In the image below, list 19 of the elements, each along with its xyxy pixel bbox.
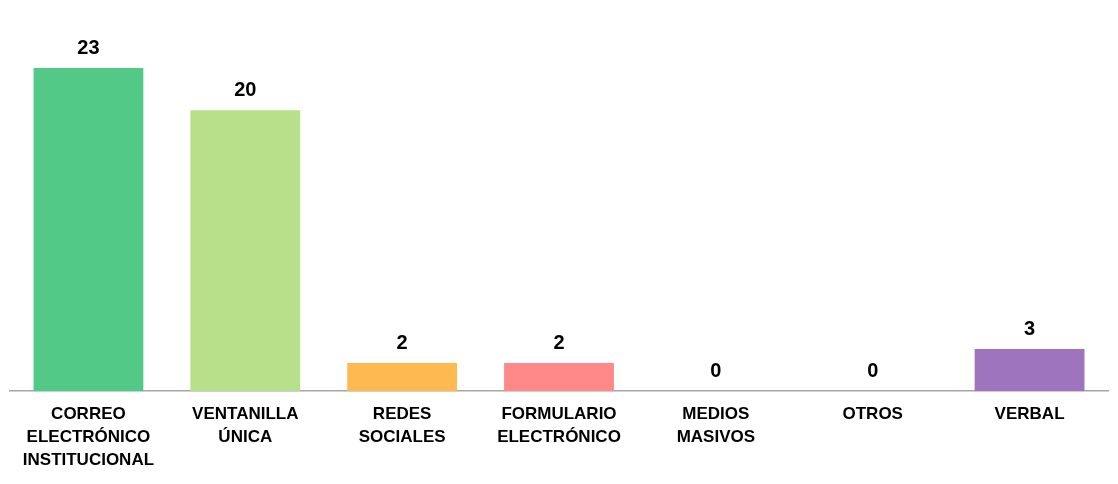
bar — [974, 349, 1085, 392]
x-tick-label: MEDIOS MASIVOS — [676, 404, 756, 447]
data-label: 23 — [77, 35, 100, 58]
x-tick-label: REDES SOCIALES — [358, 404, 446, 447]
data-label: 0 — [710, 358, 722, 381]
data-label: 2 — [553, 330, 565, 353]
x-tick-label: CORREO ELECTRÓNICO INSTITUCIONAL — [22, 404, 155, 470]
bar — [347, 363, 458, 392]
bar — [33, 68, 144, 392]
x-tick-label: VERBAL — [994, 404, 1065, 424]
data-label: 2 — [396, 330, 408, 353]
data-label: 20 — [234, 77, 257, 100]
data-label: 0 — [867, 358, 879, 381]
bar — [190, 110, 301, 392]
x-tick-label: FORMULARIO ELECTRÓNICO — [497, 404, 621, 447]
bar — [504, 363, 614, 392]
x-tick-label: VENTANILLA ÚNICA — [192, 404, 299, 447]
data-label: 3 — [1024, 316, 1036, 339]
x-tick-label: OTROS — [842, 404, 903, 424]
